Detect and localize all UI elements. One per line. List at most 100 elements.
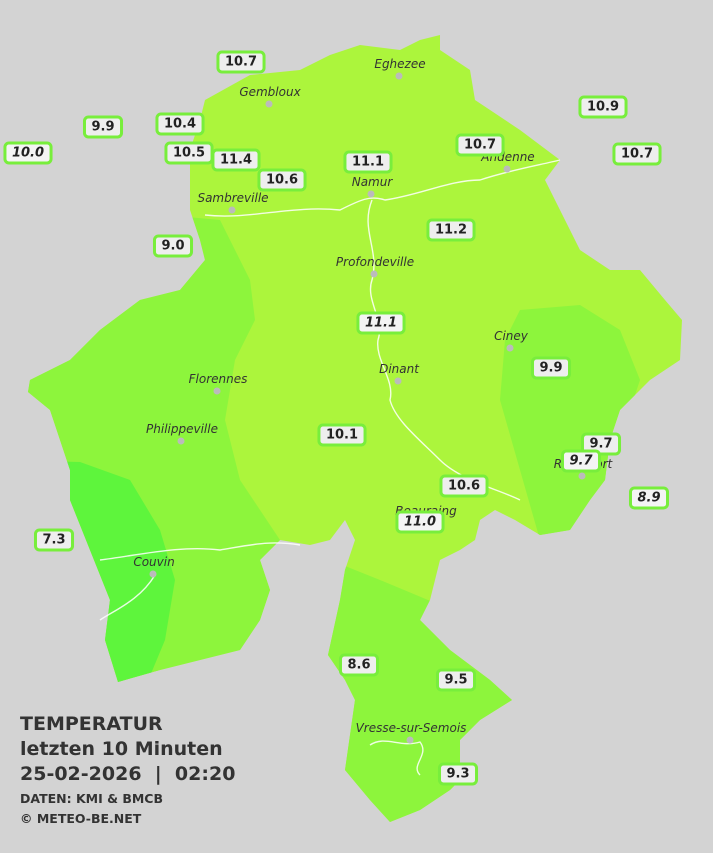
station: 8.9 bbox=[628, 486, 670, 510]
station-box bbox=[33, 528, 75, 552]
station-box bbox=[211, 148, 261, 172]
station: 10.7 bbox=[216, 50, 266, 74]
station: 11.1 bbox=[343, 150, 393, 174]
town-label: Dinant bbox=[379, 362, 420, 376]
station: 9.0 bbox=[152, 234, 194, 258]
station-value: 9.7 bbox=[589, 437, 612, 452]
station-box bbox=[338, 653, 380, 677]
station-value: 10.4 bbox=[164, 117, 196, 132]
station: 11.1 bbox=[356, 311, 406, 335]
caption-datetime: 25-02-2026 | 02:20 bbox=[20, 763, 235, 785]
town-dot bbox=[503, 165, 511, 173]
caption: TEMPERATUR letzten 10 Minuten 25-02-2026… bbox=[20, 713, 235, 826]
station-value: 10.7 bbox=[621, 147, 653, 162]
town-label: Profondeville bbox=[336, 255, 414, 269]
station-value: 11.1 bbox=[352, 155, 384, 170]
station: 10.1 bbox=[317, 423, 367, 447]
station: 9.9 bbox=[530, 356, 572, 380]
town-label: Sambreville bbox=[197, 191, 268, 205]
station-value: 10.6 bbox=[448, 479, 480, 494]
town-dot bbox=[395, 72, 403, 80]
stations: 10.7 9.9 10.4 10.0 10.5 11.4 10.6 11.1 10.7 10.9 1… bbox=[3, 50, 670, 786]
station-box bbox=[82, 115, 124, 139]
town-dot bbox=[177, 437, 185, 445]
station-box bbox=[437, 762, 479, 786]
station-box bbox=[155, 112, 205, 136]
station-box bbox=[560, 449, 602, 473]
river bbox=[369, 740, 424, 776]
station-box bbox=[317, 423, 367, 447]
station-box bbox=[578, 95, 628, 119]
station-value: 9.5 bbox=[444, 673, 467, 688]
station: 11.0 bbox=[395, 510, 445, 534]
station-box bbox=[426, 218, 476, 242]
station: 9.7 bbox=[560, 449, 602, 473]
station-value: 10.6 bbox=[266, 173, 298, 188]
station: 10.7 bbox=[455, 133, 505, 157]
station-box bbox=[439, 474, 489, 498]
town-label: Philippeville bbox=[146, 422, 218, 436]
station-box bbox=[152, 234, 194, 258]
station-value: 7.3 bbox=[42, 533, 65, 548]
station-value: 11.2 bbox=[435, 223, 467, 238]
town-dot bbox=[370, 270, 378, 278]
station: 7.3 bbox=[33, 528, 75, 552]
station-box bbox=[356, 311, 406, 335]
caption-copyright: © METEO-BE.NET bbox=[20, 811, 142, 826]
station-box bbox=[216, 50, 266, 74]
station-box bbox=[257, 168, 307, 192]
station: 10.7 bbox=[612, 142, 662, 166]
station-box bbox=[3, 141, 53, 165]
town-label: Namur bbox=[352, 175, 394, 189]
town-dot bbox=[506, 344, 514, 352]
station-value: 10.5 bbox=[173, 146, 205, 161]
station-value: 11.0 bbox=[404, 515, 436, 530]
town-dot bbox=[406, 736, 414, 744]
station-box bbox=[435, 668, 477, 692]
station-box bbox=[580, 432, 622, 456]
town-dot bbox=[578, 472, 586, 480]
station: 9.5 bbox=[435, 668, 477, 692]
station-value: 11.1 bbox=[365, 316, 397, 331]
station: 10.6 bbox=[439, 474, 489, 498]
station: 11.4 bbox=[211, 148, 261, 172]
town-label: Couvin bbox=[133, 555, 174, 569]
station: 10.4 bbox=[155, 112, 205, 136]
town-dot bbox=[213, 387, 221, 395]
station-value: 8.9 bbox=[637, 491, 660, 506]
station-value: 9.9 bbox=[91, 120, 114, 135]
station-value: 10.1 bbox=[326, 428, 358, 443]
town-dot bbox=[367, 190, 375, 198]
station-box bbox=[612, 142, 662, 166]
river bbox=[99, 542, 301, 561]
river bbox=[367, 199, 521, 501]
town-label: Ciney bbox=[494, 329, 529, 343]
town-dot bbox=[149, 570, 157, 578]
station-value: 9.9 bbox=[539, 361, 562, 376]
station-value: 10.7 bbox=[225, 55, 257, 70]
town-dot bbox=[265, 100, 273, 108]
town-label: Gembloux bbox=[239, 85, 301, 99]
station: 11.2 bbox=[426, 218, 476, 242]
station-value: 11.4 bbox=[220, 153, 252, 168]
station-value: 8.6 bbox=[347, 658, 370, 673]
station-value: 9.3 bbox=[446, 767, 469, 782]
station: 10.5 bbox=[164, 141, 214, 165]
caption-source: DATEN: KMI & BMCB bbox=[20, 791, 163, 806]
river bbox=[99, 574, 156, 621]
station-value: 10.0 bbox=[12, 146, 44, 161]
station: 8.6 bbox=[338, 653, 380, 677]
town-label: Vresse-sur-Semois bbox=[356, 721, 467, 735]
town-dot bbox=[394, 377, 402, 385]
town-label: Eghezee bbox=[374, 57, 425, 71]
station-box bbox=[455, 133, 505, 157]
station: 10.6 bbox=[257, 168, 307, 192]
station-value: 10.9 bbox=[587, 100, 619, 115]
station-box bbox=[343, 150, 393, 174]
station-box bbox=[530, 356, 572, 380]
town-dot bbox=[228, 206, 236, 214]
station-box bbox=[395, 510, 445, 534]
caption-subtitle: letzten 10 Minuten bbox=[20, 738, 223, 760]
station-value: 9.0 bbox=[161, 239, 184, 254]
